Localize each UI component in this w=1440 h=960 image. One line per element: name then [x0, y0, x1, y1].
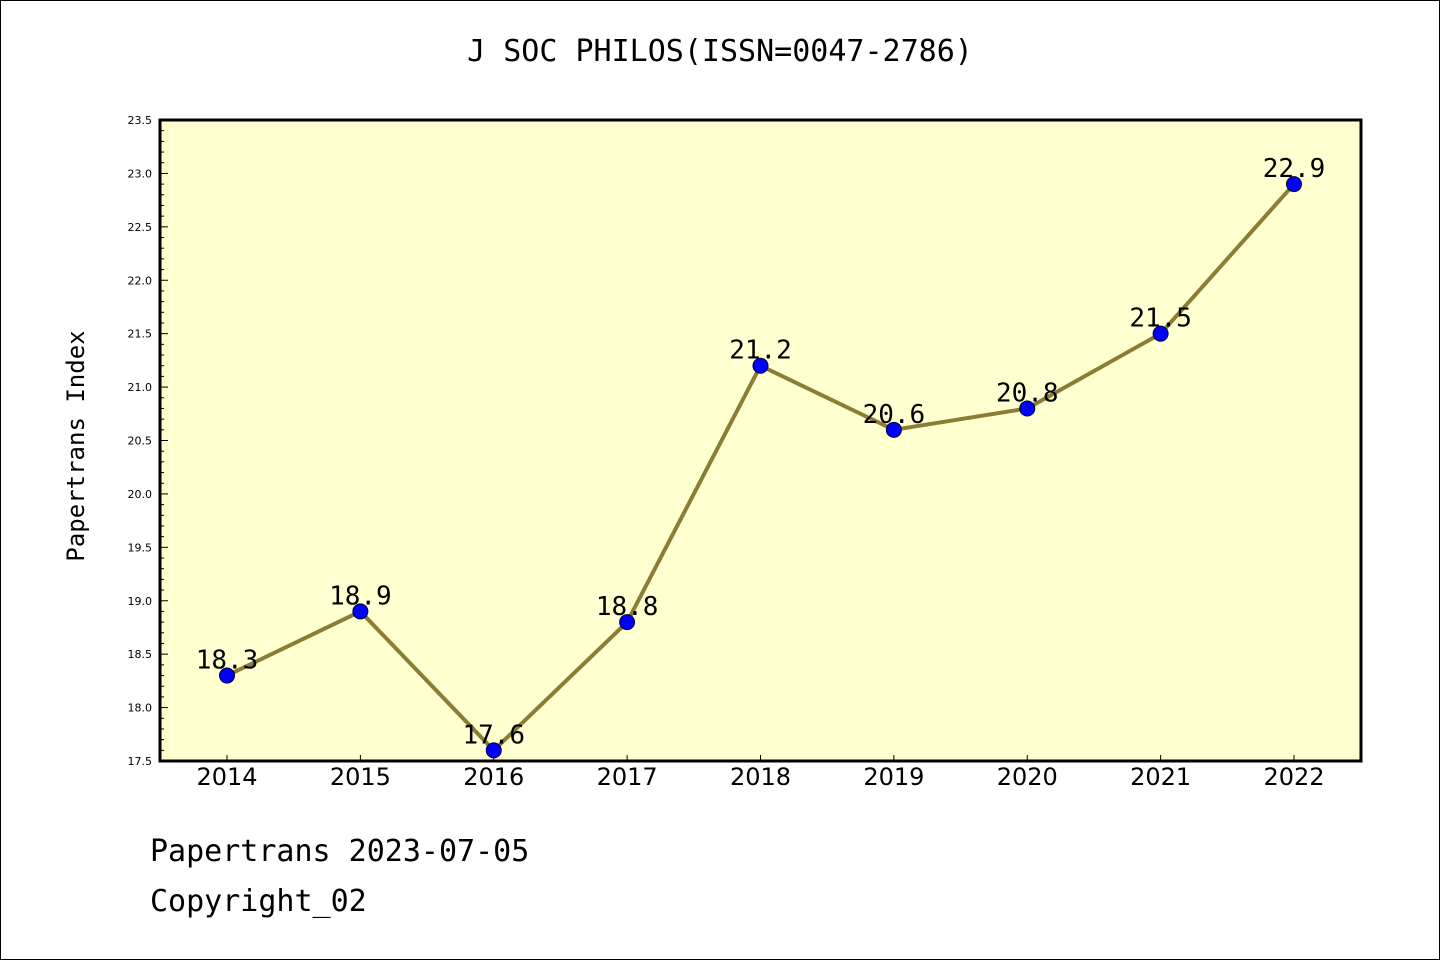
- x-tick-label: 2015: [330, 763, 391, 791]
- y-tick-label: 22.5: [128, 221, 153, 234]
- y-tick-label: 21.0: [128, 381, 153, 394]
- y-tick-label: 19.5: [128, 541, 153, 554]
- x-tick-label: 2021: [1130, 763, 1191, 791]
- x-tick-label: 2022: [1263, 763, 1324, 791]
- data-point: [1019, 400, 1036, 417]
- x-tick-label: 2020: [997, 763, 1058, 791]
- y-tick-label: 23.0: [128, 167, 153, 180]
- data-point: [619, 614, 636, 631]
- data-point: [485, 742, 502, 759]
- y-tick-label: 17.5: [128, 755, 153, 768]
- y-tick-label: 21.5: [128, 328, 153, 341]
- y-tick-label: 18.5: [128, 648, 153, 661]
- y-tick-label: 23.5: [128, 114, 153, 127]
- x-tick-label: 2016: [463, 763, 524, 791]
- plot-border: [158, 118, 1363, 763]
- x-tick-label: 2019: [863, 763, 924, 791]
- x-tick-label: 2018: [730, 763, 791, 791]
- y-tick-label: 20.5: [128, 435, 153, 448]
- y-tick-label: 22.0: [128, 274, 153, 287]
- data-point: [1286, 176, 1302, 193]
- chart-title: J SOC PHILOS(ISSN=0047-2786): [467, 34, 973, 69]
- x-tick-label: 2017: [597, 763, 658, 791]
- data-point: [352, 603, 369, 620]
- y-tick-label: 19.0: [128, 595, 153, 608]
- y-tick-label: 20.0: [128, 488, 153, 501]
- data-point: [752, 357, 769, 374]
- plot-area: [160, 120, 1361, 761]
- y-tick-label: 18.0: [128, 702, 153, 715]
- footer-date: Papertrans 2023-07-05: [150, 834, 530, 869]
- footer-copyright: Copyright_02: [150, 884, 367, 919]
- data-point: [1152, 325, 1169, 342]
- x-tick-label: 2014: [196, 763, 257, 791]
- data-point: [885, 421, 902, 438]
- data-point: [219, 667, 235, 684]
